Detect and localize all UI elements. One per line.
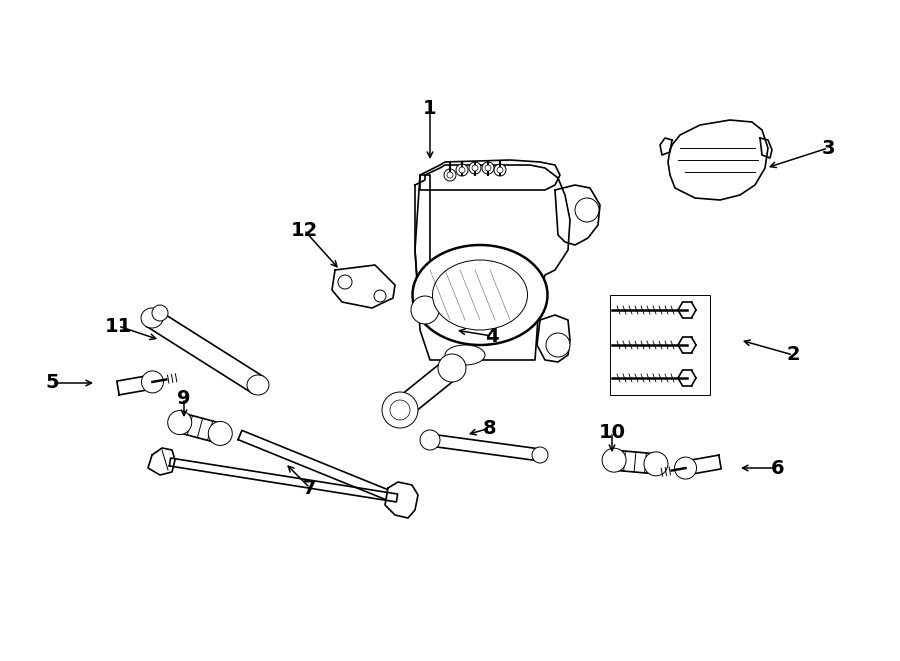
- Text: 6: 6: [771, 459, 785, 477]
- Polygon shape: [537, 315, 570, 362]
- Circle shape: [674, 457, 697, 479]
- Polygon shape: [668, 120, 768, 200]
- Text: 12: 12: [291, 221, 318, 239]
- Ellipse shape: [412, 245, 547, 345]
- Polygon shape: [429, 434, 541, 461]
- Circle shape: [420, 430, 440, 450]
- Polygon shape: [415, 165, 570, 360]
- Circle shape: [338, 275, 352, 289]
- Ellipse shape: [247, 375, 269, 395]
- Polygon shape: [147, 309, 264, 393]
- Circle shape: [497, 167, 503, 173]
- Ellipse shape: [445, 345, 485, 365]
- Circle shape: [546, 333, 570, 357]
- Text: 8: 8: [483, 418, 497, 438]
- Circle shape: [208, 422, 232, 446]
- Circle shape: [444, 169, 456, 181]
- Circle shape: [532, 447, 548, 463]
- Polygon shape: [177, 413, 223, 443]
- Text: 2: 2: [787, 346, 800, 364]
- Circle shape: [438, 354, 466, 382]
- Polygon shape: [660, 138, 672, 155]
- Bar: [610, 295, 710, 395]
- Text: 5: 5: [45, 373, 58, 393]
- Ellipse shape: [141, 308, 163, 328]
- Circle shape: [494, 164, 506, 176]
- Circle shape: [575, 198, 599, 222]
- Circle shape: [602, 448, 626, 472]
- Polygon shape: [385, 482, 418, 518]
- Circle shape: [141, 371, 164, 393]
- Text: 1: 1: [423, 98, 436, 118]
- Circle shape: [459, 167, 465, 173]
- Polygon shape: [760, 138, 772, 158]
- Text: 9: 9: [177, 389, 191, 407]
- Circle shape: [469, 162, 481, 174]
- Text: 3: 3: [821, 139, 835, 157]
- Text: 7: 7: [303, 479, 317, 498]
- Circle shape: [411, 296, 439, 324]
- Polygon shape: [117, 375, 154, 395]
- Circle shape: [456, 164, 468, 176]
- Polygon shape: [332, 265, 395, 308]
- Polygon shape: [613, 450, 657, 474]
- Circle shape: [482, 162, 494, 174]
- Text: 11: 11: [104, 317, 131, 336]
- Circle shape: [644, 452, 668, 476]
- Circle shape: [152, 305, 168, 321]
- Circle shape: [390, 400, 410, 420]
- Text: 4: 4: [485, 327, 499, 346]
- Circle shape: [374, 290, 386, 302]
- Polygon shape: [555, 185, 600, 245]
- Ellipse shape: [433, 260, 527, 330]
- Circle shape: [472, 165, 478, 171]
- Polygon shape: [169, 458, 398, 502]
- Circle shape: [447, 172, 453, 178]
- Circle shape: [382, 392, 418, 428]
- Text: 10: 10: [598, 422, 625, 442]
- Circle shape: [485, 165, 491, 171]
- Polygon shape: [684, 455, 721, 475]
- Polygon shape: [238, 430, 397, 502]
- Polygon shape: [148, 448, 175, 475]
- Polygon shape: [415, 175, 430, 320]
- Polygon shape: [393, 360, 459, 418]
- Circle shape: [167, 410, 192, 434]
- Polygon shape: [420, 160, 560, 190]
